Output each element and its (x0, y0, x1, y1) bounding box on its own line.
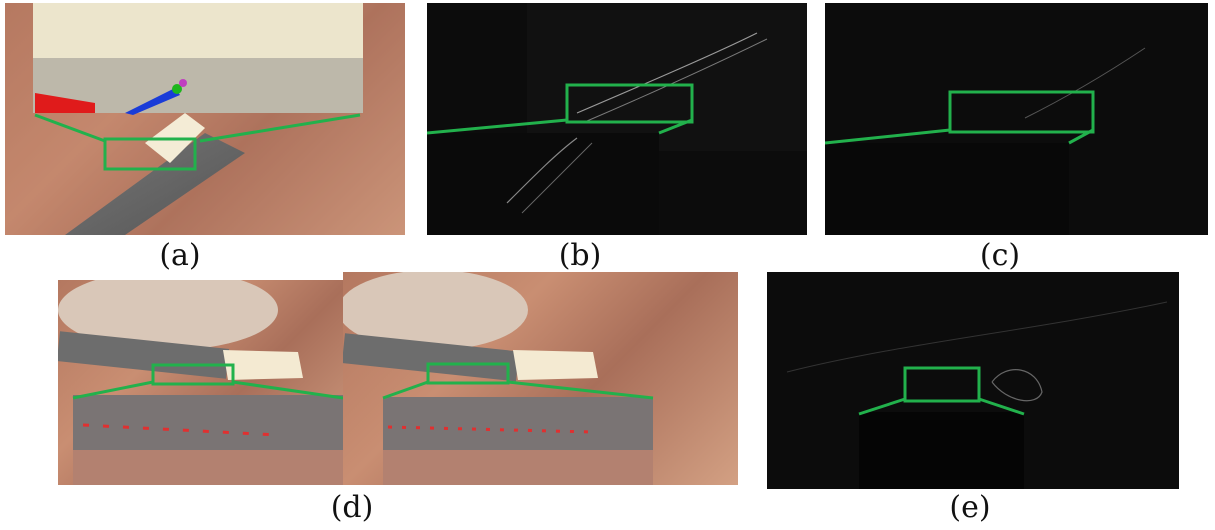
caption-d: (d) (330, 490, 374, 525)
panel-c-art (825, 47, 1146, 235)
zoom-inset-b (427, 133, 659, 235)
zoom-inset-c (825, 143, 1069, 235)
roi-box-a (103, 137, 197, 171)
zoom-inset-e (859, 412, 1024, 489)
marker-points-left (82, 423, 279, 437)
roi-box-b (565, 83, 694, 124)
panel-c-image (825, 3, 1208, 235)
roi-box-d-right (426, 362, 510, 385)
caption-a: (a) (159, 238, 201, 273)
roi-box-d-left (151, 363, 235, 386)
panel-e-art (786, 301, 1168, 489)
panel-a-art (5, 3, 405, 235)
caption-b: (b) (558, 238, 602, 273)
panel-a-image (5, 3, 405, 235)
caption-c: (c) (979, 238, 1021, 273)
panel-d-image-right (343, 272, 738, 485)
instrument-shaft (65, 133, 245, 235)
roi-box-e (903, 366, 981, 403)
panel-b-image (427, 3, 807, 235)
panel-d-image-left (58, 280, 343, 485)
roi-box-c (948, 90, 1095, 134)
panel-d-left-art (58, 280, 343, 485)
panel-b-art (427, 3, 807, 235)
caption-e: (e) (949, 490, 991, 525)
marker-points-right (387, 425, 594, 434)
panel-e-image (767, 272, 1179, 489)
panel-d-right-art (343, 272, 654, 485)
